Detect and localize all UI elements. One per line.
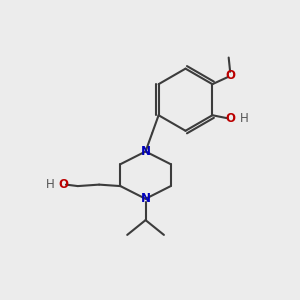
Text: H: H [46,178,54,191]
Text: O: O [226,112,236,125]
Text: O: O [225,69,235,82]
Text: O: O [58,178,69,191]
Text: H: H [240,112,249,125]
Text: N: N [141,192,151,205]
Text: N: N [141,145,151,158]
